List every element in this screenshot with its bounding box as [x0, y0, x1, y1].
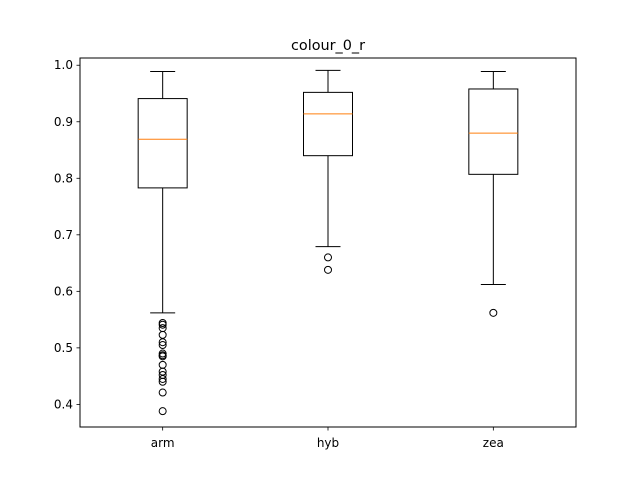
flier-point	[158, 374, 167, 383]
flier-point	[158, 338, 167, 347]
flier-point	[324, 265, 332, 274]
iqr-box	[303, 91, 353, 157]
y-tick-label: 1.0	[54, 58, 73, 72]
flier-point	[158, 341, 167, 350]
x-tick-label: hyb	[317, 436, 339, 450]
flier-point	[158, 388, 167, 397]
box-group-hyb	[303, 69, 353, 274]
iqr-box	[137, 98, 188, 189]
box-group-zea	[468, 70, 519, 317]
x-tick-label: zea	[483, 436, 504, 450]
flier-point	[158, 377, 167, 386]
flier-point	[489, 308, 498, 317]
chart-title: colour_0_r	[291, 38, 365, 54]
y-tick-label: 0.8	[54, 171, 73, 185]
x-axis: arm hyb zea	[151, 427, 504, 450]
y-tick-label: 0.4	[54, 397, 73, 411]
y-tick-label: 0.5	[54, 341, 73, 355]
box-group-arm	[137, 70, 188, 416]
y-tick-label: 0.6	[54, 284, 73, 298]
flier-point	[158, 407, 167, 416]
flier-point	[158, 320, 167, 329]
y-axis: 0.4 0.5 0.6 0.7 0.8 0.9 1.0	[54, 58, 80, 411]
flier-point	[158, 352, 167, 361]
flier-point	[158, 360, 167, 369]
flier-point	[324, 253, 332, 262]
y-tick-label: 0.9	[54, 115, 73, 129]
x-tick-label: arm	[151, 436, 175, 450]
iqr-box	[468, 88, 519, 175]
plot-content	[137, 69, 519, 416]
y-tick-label: 0.7	[54, 228, 73, 242]
flier-point	[158, 330, 167, 339]
